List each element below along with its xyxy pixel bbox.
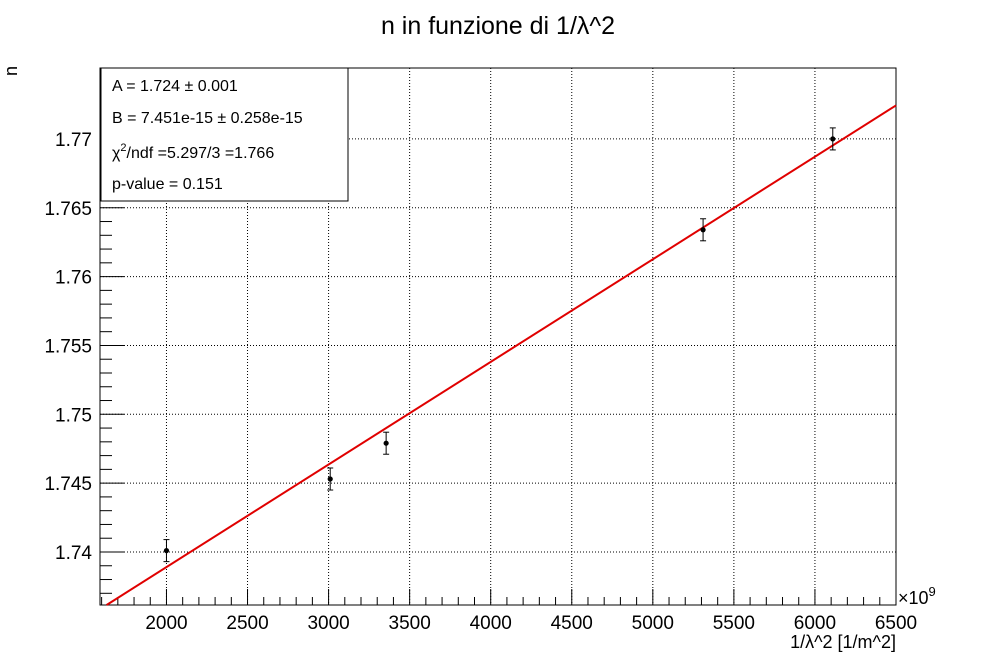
y-tick-label: 1.765 [44, 199, 92, 220]
fit-p-value: p-value = 0.151 [112, 176, 223, 193]
x-tick-label: 6500 [875, 613, 917, 634]
x-tick-label: 5000 [632, 613, 674, 634]
data-point [830, 136, 836, 142]
x-tick-label: 4000 [470, 613, 512, 634]
axis-ticks: 2000 2500 3000 3500 4000 4500 5000 5500 6000 6500… [44, 83, 917, 634]
grid-lines [100, 68, 896, 605]
data-point [327, 476, 333, 482]
x-tick-label: 6000 [794, 613, 836, 634]
fit-chi2-ndf: χ2/ndf =5.297/3 =1.766 [112, 142, 274, 162]
x-tick-label: 2500 [226, 613, 268, 634]
data-point [383, 440, 389, 446]
y-tick-label: 1.77 [55, 130, 92, 151]
x-tick-label: 2000 [145, 613, 187, 634]
x-axis-multiplier-exponent: 9 [929, 584, 936, 599]
x-axis-label: 1/λ^2 [1/m^2] [790, 632, 896, 652]
plot-frame [99, 67, 897, 606]
chi-symbol: χ [112, 145, 121, 162]
chart-title: n in funzione di 1/λ^2 [381, 12, 615, 40]
x-tick-label: 5500 [713, 613, 755, 634]
fit-stats-box: A = 1.724 ± 0.001 B = 7.451e-15 ± 0.258e… [100, 67, 349, 202]
x-tick-label: 4500 [551, 613, 593, 634]
x-tick-label: 3000 [307, 613, 349, 634]
x-axis-multiplier: ×109 [898, 584, 936, 608]
fit-stats-frame [100, 67, 349, 202]
fit-param-b: B = 7.451e-15 ± 0.258e-15 [112, 110, 303, 127]
x-tick-label: 3500 [389, 613, 431, 634]
data-points [163, 127, 836, 563]
fit-line [106, 104, 897, 606]
chi2-ndf-value: /ndf =5.297/3 =1.766 [127, 145, 275, 162]
y-axis-label: n [1, 66, 21, 76]
data-point [163, 548, 170, 554]
y-tick-label: 1.74 [55, 543, 92, 564]
chi-superscript: 2 [120, 142, 126, 154]
fit-param-a: A = 1.724 ± 0.001 [112, 78, 238, 95]
fit-function [106, 104, 897, 606]
data-point [700, 227, 706, 233]
x-axis-multiplier-base: ×10 [898, 588, 929, 608]
y-tick-label: 1.745 [44, 474, 92, 495]
y-tick-label: 1.755 [44, 336, 92, 357]
y-tick-label: 1.75 [55, 405, 92, 426]
y-tick-label: 1.76 [55, 268, 92, 289]
